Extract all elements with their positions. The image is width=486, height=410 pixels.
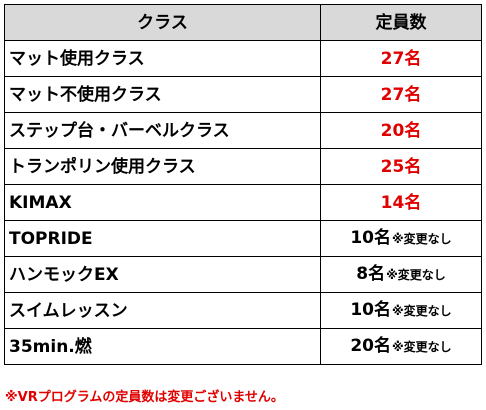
capacity-cell: 10名※変更なし bbox=[320, 292, 482, 329]
footnote: ※VRプログラムの定員数は変更ございません。 bbox=[5, 390, 284, 405]
capacity-cell: 20名※変更なし bbox=[320, 328, 482, 365]
header-class: クラス bbox=[4, 4, 321, 41]
table-row: TOPRIDE 10名※変更なし bbox=[4, 220, 482, 257]
table-row: マット使用クラス 27名 bbox=[4, 40, 482, 77]
capacity-cell: 27名 bbox=[320, 40, 482, 77]
capacity-cell: 10名※変更なし bbox=[320, 220, 482, 257]
class-name: トランポリン使用クラス bbox=[4, 148, 321, 185]
table-row: 35min.燃 20名※変更なし bbox=[4, 328, 482, 365]
capacity-value: 10名 bbox=[350, 300, 391, 320]
capacity-value: 14名 bbox=[380, 192, 422, 213]
capacity-cell: 25名 bbox=[320, 148, 482, 185]
class-name: 35min.燃 bbox=[4, 328, 321, 365]
table-row: マット不使用クラス 27名 bbox=[4, 76, 482, 113]
capacity-value: 27名 bbox=[380, 84, 422, 105]
table-row: KIMAX 14名 bbox=[4, 184, 482, 221]
capacity-cell: 27名 bbox=[320, 76, 482, 113]
table-body: マット使用クラス 27名 マット不使用クラス 27名 ステップ台・バーベルクラス… bbox=[4, 40, 482, 365]
table-row: トランポリン使用クラス 25名 bbox=[4, 148, 482, 185]
class-name: マット使用クラス bbox=[4, 40, 321, 77]
class-name: スイムレッスン bbox=[4, 292, 321, 329]
capacity-value: 25名 bbox=[380, 156, 422, 177]
no-change-note: ※変更なし bbox=[392, 304, 452, 318]
class-name: ハンモックEX bbox=[4, 256, 321, 293]
header-capacity: 定員数 bbox=[320, 4, 482, 41]
capacity-cell: 14名 bbox=[320, 184, 482, 221]
capacity-value: 10名 bbox=[350, 228, 391, 248]
capacity-table: クラス 定員数 マット使用クラス 27名 マット不使用クラス 27名 ステップ台… bbox=[4, 4, 482, 365]
table-row: ハンモックEX 8名※変更なし bbox=[4, 256, 482, 293]
class-name: マット不使用クラス bbox=[4, 76, 321, 113]
capacity-value: 20名 bbox=[350, 336, 391, 356]
capacity-value: 20名 bbox=[380, 120, 422, 141]
capacity-cell: 8名※変更なし bbox=[320, 256, 482, 293]
table-row: ステップ台・バーベルクラス 20名 bbox=[4, 112, 482, 149]
capacity-value: 8名 bbox=[356, 264, 386, 284]
no-change-note: ※変更なし bbox=[392, 232, 452, 246]
class-name: KIMAX bbox=[4, 184, 321, 221]
table-row: スイムレッスン 10名※変更なし bbox=[4, 292, 482, 329]
class-name: TOPRIDE bbox=[4, 220, 321, 257]
no-change-note: ※変更なし bbox=[386, 268, 446, 282]
table-header: クラス 定員数 bbox=[4, 4, 482, 41]
header-row: クラス 定員数 bbox=[4, 4, 482, 41]
capacity-value: 27名 bbox=[380, 48, 422, 69]
capacity-cell: 20名 bbox=[320, 112, 482, 149]
no-change-note: ※変更なし bbox=[392, 340, 452, 354]
class-name: ステップ台・バーベルクラス bbox=[4, 112, 321, 149]
